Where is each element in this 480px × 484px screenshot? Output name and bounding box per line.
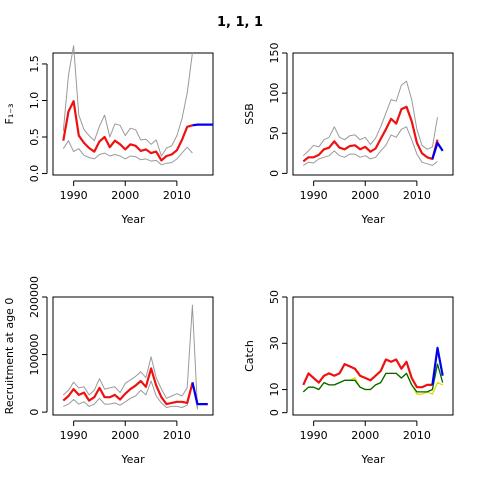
plot-frame [292,296,454,416]
series-line-3 [191,381,208,406]
series-line-2 [302,105,439,163]
y-tick-label: 50 [268,126,281,140]
plot-frame [52,52,214,176]
x-tick-label: 1990 [300,189,328,202]
panel-f: 1990 2000 2010 Year 0.0 0.5 1.0 1.5 F₁₋₃ [3,45,214,226]
y-tick-label: 0.5 [28,128,41,146]
panel-ssb: 1990 2000 2010 Year 0 50 100 150 SSB [243,43,454,226]
series-line-1 [63,380,198,410]
x-tick-label: 1990 [60,429,88,442]
x-tick-label: 1990 [60,189,88,202]
series-line-3 [431,141,444,160]
y-tick-label: 30 [268,336,281,350]
x-tick-label: 2000 [111,189,139,202]
y-tick-label: 1.5 [28,55,41,73]
y-tick-label: 50 [268,290,281,304]
series-line-1 [62,140,193,166]
panel-catch: 1990 2000 2010 Year 0 10 30 50 Catch [243,290,454,466]
x-axis-label: Year [360,213,385,226]
series-line-0 [302,80,438,157]
x-tick-label: 2010 [403,429,431,442]
x-axis-label: Year [360,453,385,466]
x-axis-label: Year [120,213,145,226]
y-axis-label: Catch [243,340,256,372]
y-tick-label: 0 [28,409,41,416]
y-tick-label: 100 [268,83,281,104]
x-tick-label: 2010 [163,429,191,442]
series-line-0 [62,45,193,157]
x-tick-label: 2000 [351,429,379,442]
series-line-1 [303,126,438,166]
x-axis-label: Year [120,453,145,466]
page-title: 1, 1, 1 [217,15,263,30]
plot-frame [52,296,214,416]
x-tick-label: 2010 [163,189,191,202]
plot-frame [292,52,454,176]
y-axis-label: Recruitment at age 0 [3,298,16,415]
series-line-2 [302,358,433,389]
y-tick-label: 1.0 [28,92,41,110]
series-line-2 [62,367,194,406]
series-line-1 [302,363,444,393]
series-line-0 [62,304,198,410]
series-line-3 [431,346,444,386]
y-tick-label: 10 [268,383,281,397]
y-axis-label: SSB [243,103,256,125]
series-line-2 [62,100,193,162]
panel-recruitment: 1990 2000 2010 Year 0 100000 200000 Recruitment… [3,276,214,466]
y-axis-label: F₁₋₃ [3,104,16,125]
y-tick-label: 0.0 [28,165,41,183]
series-line-3 [192,123,213,127]
x-tick-label: 2010 [403,189,431,202]
y-tick-label: 200000 [28,276,41,318]
y-tick-label: 0 [268,170,281,177]
y-tick-label: 100000 [28,334,41,376]
x-tick-label: 2000 [351,189,379,202]
y-tick-label: 150 [268,43,281,64]
x-tick-label: 1990 [300,429,328,442]
x-tick-label: 2000 [111,429,139,442]
y-tick-label: 0 [268,409,281,416]
